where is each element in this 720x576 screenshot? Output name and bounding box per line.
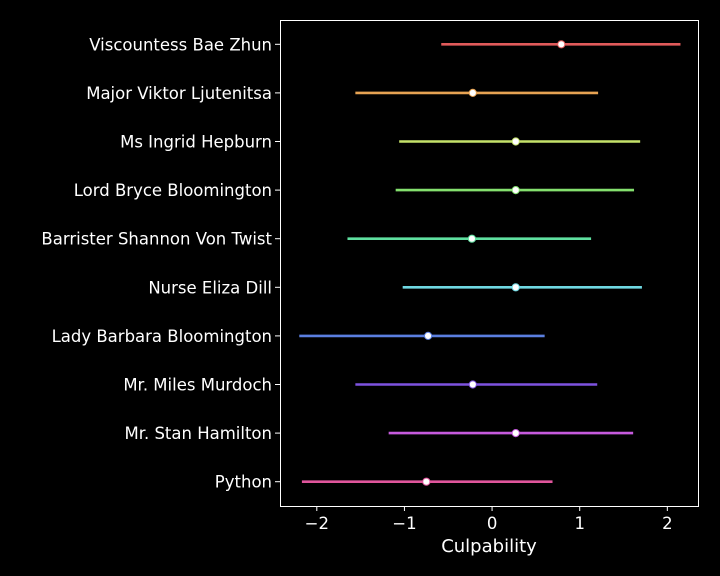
mean-point bbox=[423, 331, 433, 340]
y-tick-label: Mr. Stan Hamilton bbox=[124, 424, 272, 443]
y-tick-label: Nurse Eliza Dill bbox=[148, 278, 272, 297]
x-tick-label: −1 bbox=[392, 514, 416, 533]
x-tick-label: 2 bbox=[662, 514, 673, 533]
y-tick-label: Major Viktor Ljutenitsa bbox=[86, 84, 272, 103]
x-axis-label: Culpability bbox=[441, 536, 537, 557]
y-tick-label: Ms Ingrid Hepburn bbox=[120, 133, 272, 152]
mean-point bbox=[422, 477, 431, 486]
x-tick-label: 0 bbox=[487, 514, 498, 533]
plot-area-frame bbox=[280, 20, 699, 507]
y-tick-label: Lady Barbara Bloomington bbox=[52, 327, 272, 346]
y-tick-label: Viscountess Bae Zhun bbox=[89, 35, 272, 54]
mean-point bbox=[468, 88, 477, 98]
mean-point bbox=[511, 186, 520, 195]
y-tick-label: Barrister Shannon Von Twist bbox=[41, 230, 272, 249]
mean-point bbox=[511, 283, 520, 292]
y-tick-label: Mr. Miles Murdoch bbox=[123, 376, 272, 395]
y-axis: Viscountess Bae Zhun Major Viktor Ljuteni… bbox=[41, 35, 280, 492]
mean-point bbox=[468, 380, 477, 389]
mean-point bbox=[557, 40, 566, 49]
mean-point bbox=[511, 137, 520, 146]
mean-point bbox=[511, 429, 520, 438]
x-tick-label: 1 bbox=[574, 514, 585, 533]
mean-point bbox=[467, 234, 477, 243]
y-tick-label: Lord Bryce Bloomington bbox=[74, 181, 272, 200]
interval-marks bbox=[299, 40, 681, 486]
x-tick-label: −2 bbox=[305, 514, 329, 533]
y-tick-label: Python bbox=[215, 473, 272, 492]
x-axis: −2 −1 0 1 2 bbox=[305, 506, 673, 533]
